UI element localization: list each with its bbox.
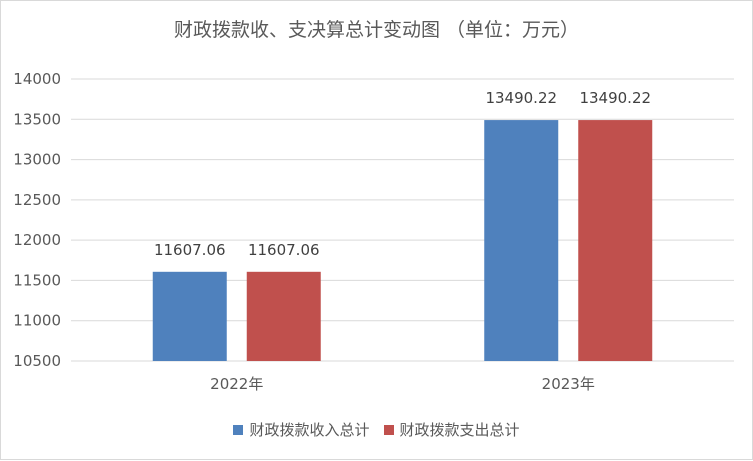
bar-expense bbox=[578, 120, 653, 361]
legend-swatch-income bbox=[233, 424, 244, 435]
bar-expense bbox=[246, 271, 321, 361]
y-tick-label: 13000 bbox=[13, 151, 61, 169]
chart-legend: 财政拨款收入总计 财政拨款支出总计 bbox=[1, 419, 752, 440]
bar-income bbox=[152, 271, 227, 361]
y-tick-label: 11000 bbox=[13, 312, 61, 330]
data-label: 13490.22 bbox=[485, 89, 557, 107]
x-tick-label: 2022年 bbox=[210, 375, 263, 393]
data-label: 11607.06 bbox=[248, 241, 320, 259]
y-tick-label: 14000 bbox=[13, 70, 61, 88]
y-tick-label: 12500 bbox=[13, 191, 61, 209]
y-tick-label: 13500 bbox=[13, 110, 61, 128]
bar-income bbox=[484, 120, 559, 361]
legend-item-expense: 财政拨款支出总计 bbox=[383, 419, 520, 440]
y-tick-label: 10500 bbox=[13, 352, 61, 370]
data-label: 13490.22 bbox=[579, 89, 651, 107]
legend-item-income: 财政拨款收入总计 bbox=[233, 419, 370, 440]
data-label: 11607.06 bbox=[154, 241, 226, 259]
legend-label-income: 财政拨款收入总计 bbox=[249, 421, 370, 439]
x-tick-label: 2023年 bbox=[542, 375, 595, 393]
y-tick-label: 12000 bbox=[13, 231, 61, 249]
legend-swatch-expense bbox=[383, 424, 394, 435]
legend-label-expense: 财政拨款支出总计 bbox=[399, 421, 520, 439]
chart-title: 财政拨款收、支决算总计变动图 （单位：万元） bbox=[173, 19, 580, 41]
y-tick-label: 11500 bbox=[13, 271, 61, 289]
